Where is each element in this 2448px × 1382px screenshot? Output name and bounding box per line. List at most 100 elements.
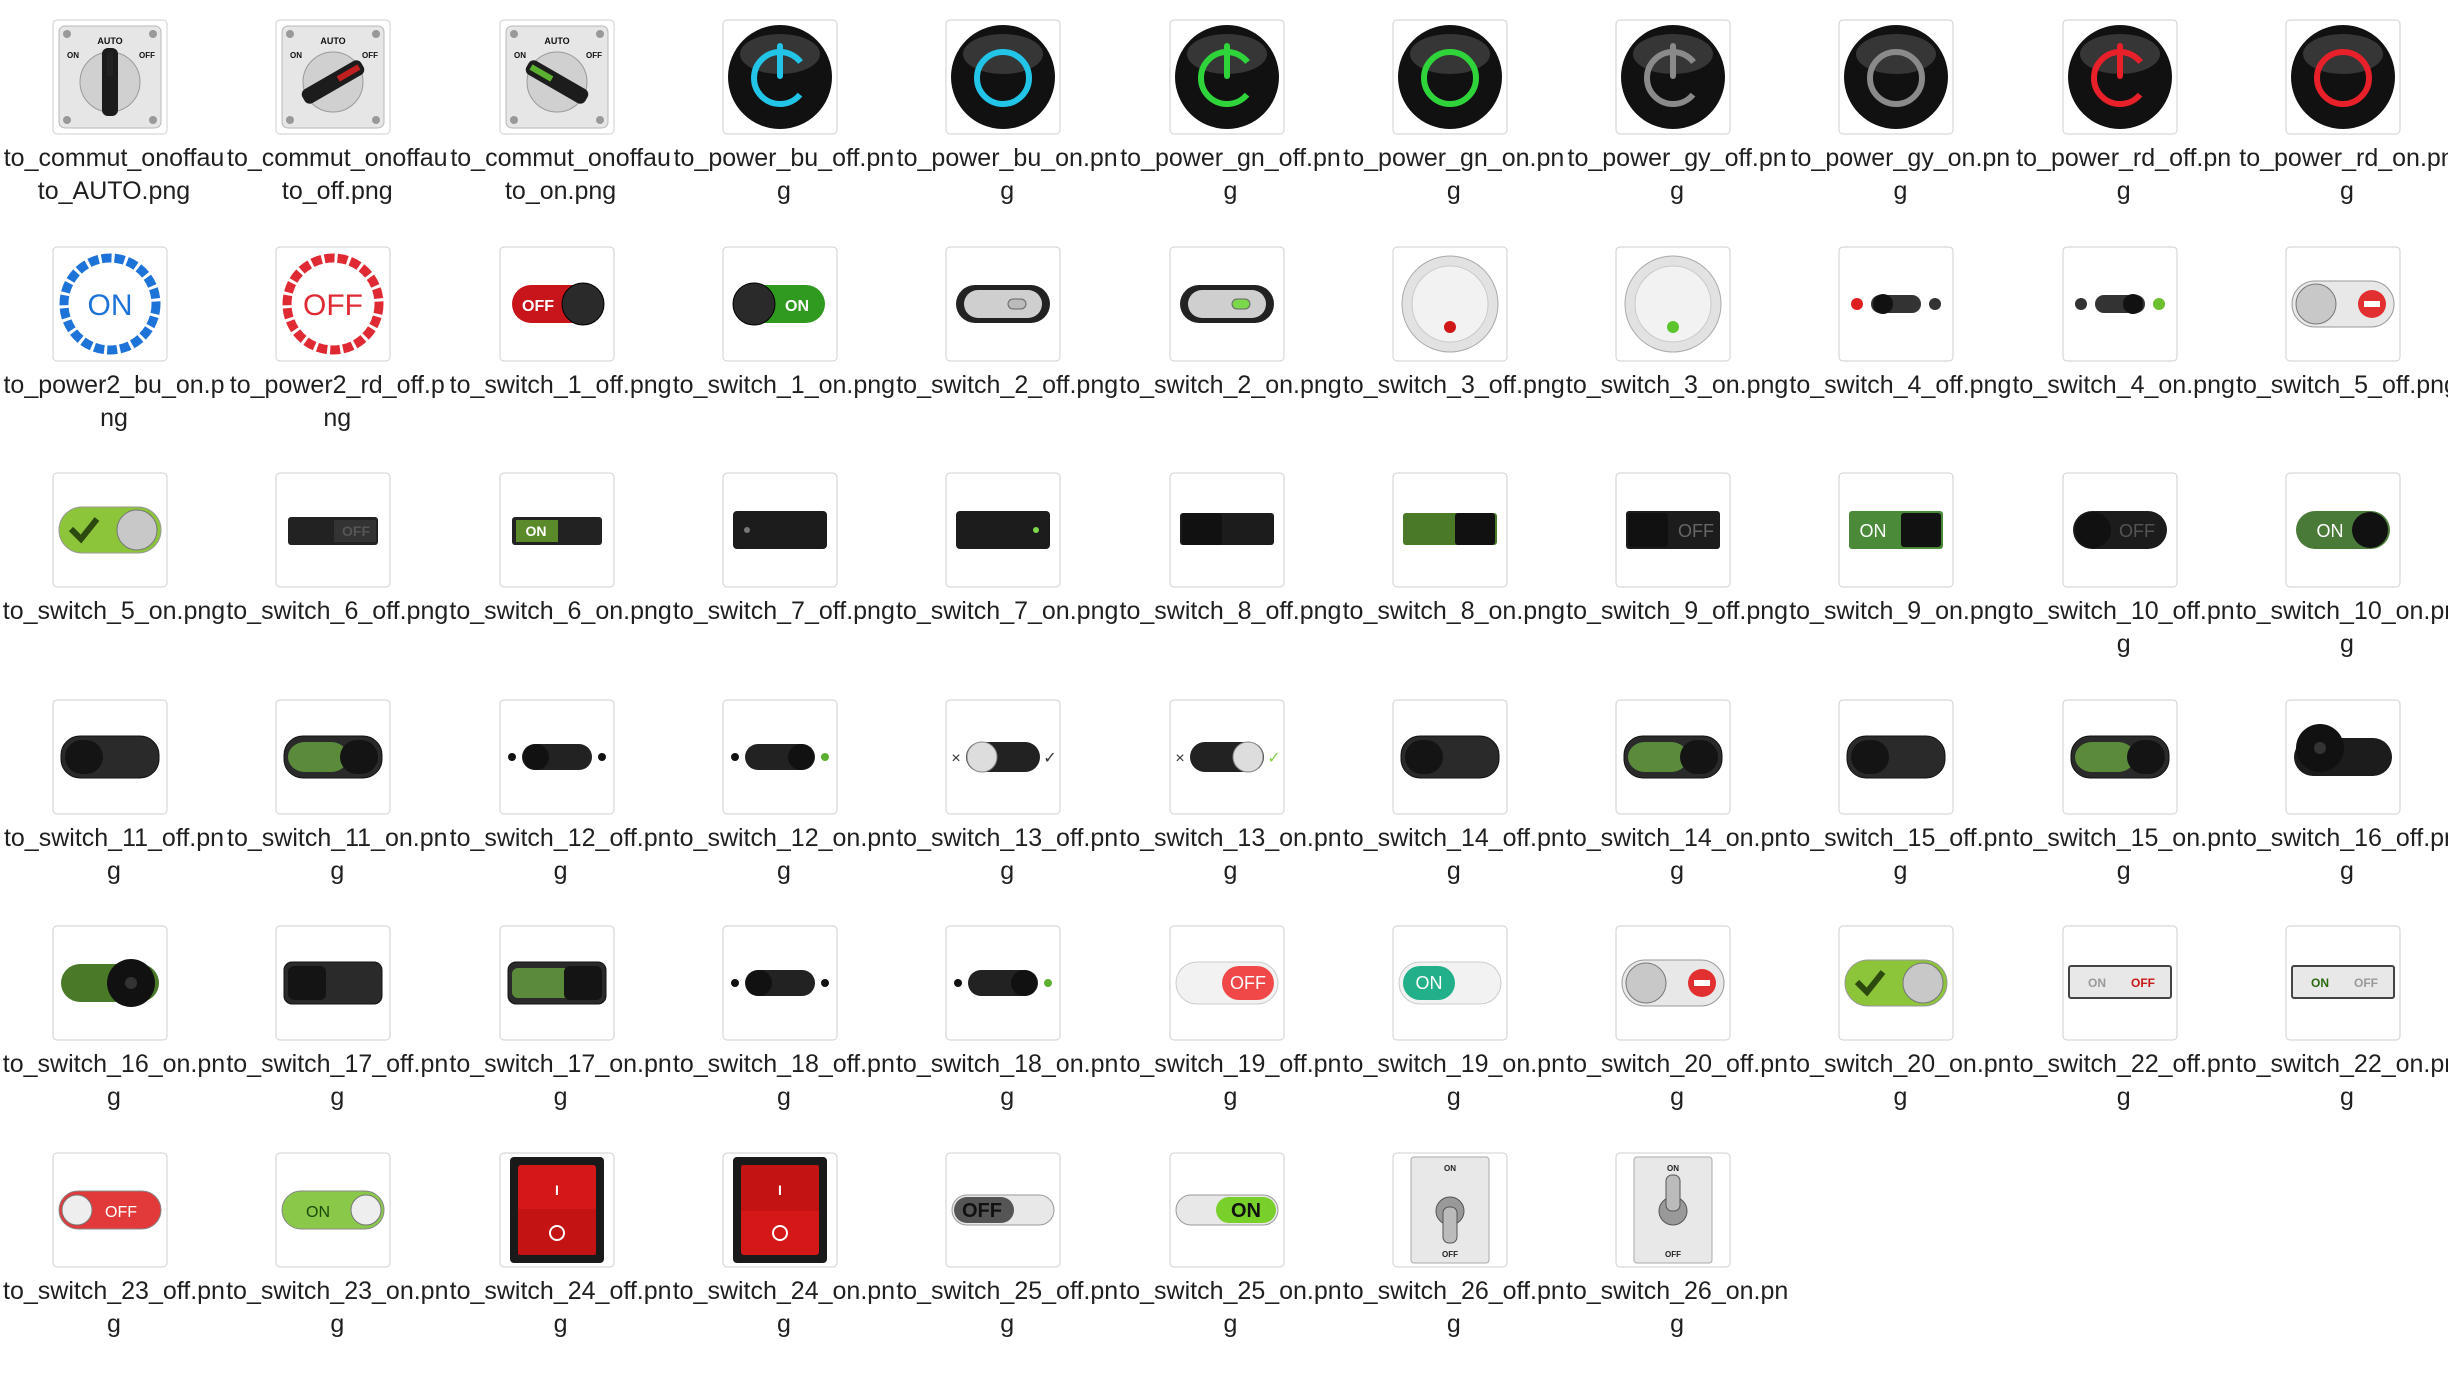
file-item[interactable]: to_switch_15_off.png xyxy=(1788,680,2012,906)
file-name: to_switch_18_on.png xyxy=(895,1050,1119,1111)
file-item[interactable]: AUTO ON OFF to_commut_onoffauto_on.png xyxy=(449,0,673,226)
svg-text:✓: ✓ xyxy=(1267,750,1280,767)
file-name: to_switch_16_off.png xyxy=(2236,823,2448,885)
file-item[interactable]: ON OFF to_switch_22_off.png xyxy=(2012,906,2236,1132)
file-item[interactable]: OFF to_switch_6_off.png xyxy=(225,453,449,679)
switch-22-off-icon: ON OFF xyxy=(2061,924,2179,1042)
file-item[interactable]: OFF to_power2_rd_off.png xyxy=(225,227,449,453)
file-item[interactable]: to_switch_8_off.png xyxy=(1119,453,1343,679)
switch-16-off-icon xyxy=(2284,698,2402,816)
svg-text:OFF: OFF xyxy=(105,1204,137,1221)
file-item[interactable]: to_switch_5_off.png xyxy=(2235,227,2448,453)
file-item[interactable]: ON OFF to_switch_26_on.png xyxy=(1565,1133,1789,1359)
file-item[interactable]: to_switch_3_off.png xyxy=(1342,227,1566,453)
switch-17-off-icon xyxy=(274,924,392,1042)
switch-5-off-icon xyxy=(2284,245,2402,363)
switch-5-on-icon xyxy=(51,471,169,589)
file-name: to_power_bu_on.png xyxy=(896,144,1118,205)
file-item[interactable]: to_switch_7_on.png xyxy=(895,453,1119,679)
file-item[interactable]: to_switch_18_on.png xyxy=(895,906,1119,1132)
switch-26-off-icon: ON OFF xyxy=(1391,1151,1509,1269)
file-item[interactable]: to_switch_2_on.png xyxy=(1119,227,1343,453)
file-name: to_switch_9_off.png xyxy=(1566,597,1789,625)
file-item[interactable]: to_switch_14_off.png xyxy=(1342,680,1566,906)
file-item[interactable]: ON to_switch_9_on.png xyxy=(1788,453,2012,679)
file-item[interactable]: ON to_switch_23_on.png xyxy=(225,1133,449,1359)
file-item[interactable]: ON to_switch_25_on.png xyxy=(1119,1133,1343,1359)
file-item[interactable]: to_power_rd_off.png xyxy=(2012,0,2236,226)
file-item[interactable]: to_power_rd_on.png xyxy=(2235,0,2448,226)
file-item[interactable]: to_switch_12_on.png xyxy=(672,680,896,906)
svg-text:I: I xyxy=(778,1182,782,1198)
file-name: to_switch_17_off.png xyxy=(226,1050,449,1111)
svg-text:OFF: OFF xyxy=(1442,1250,1458,1259)
file-name: to_switch_3_on.png xyxy=(1565,370,1789,399)
file-item[interactable]: to_switch_3_on.png xyxy=(1565,227,1789,453)
file-item[interactable]: to_switch_20_off.png xyxy=(1565,906,1789,1132)
svg-text:OFF: OFF xyxy=(362,51,378,60)
switch-20-off-icon xyxy=(1614,924,1732,1042)
file-item[interactable]: OFF to_switch_1_off.png xyxy=(449,227,673,453)
file-item[interactable]: to_switch_4_off.png xyxy=(1788,227,2012,453)
file-item[interactable]: OFF to_switch_25_off.png xyxy=(895,1133,1119,1359)
file-item[interactable]: ON to_switch_6_on.png xyxy=(449,453,673,679)
file-name: to_commut_onoffauto_AUTO.png xyxy=(3,144,225,205)
svg-text:OFF: OFF xyxy=(1678,521,1714,541)
svg-text:OFF: OFF xyxy=(342,523,370,539)
file-name: to_commut_onoffauto_on.png xyxy=(450,144,671,205)
file-name: to_switch_12_on.png xyxy=(672,823,896,885)
svg-text:OFF: OFF xyxy=(522,298,554,315)
file-name: to_switch_4_off.png xyxy=(1789,370,2012,399)
file-item[interactable]: ON OFF to_switch_26_off.png xyxy=(1342,1133,1566,1359)
file-item[interactable]: to_switch_17_on.png xyxy=(449,906,673,1132)
file-item[interactable]: to_power_gy_off.png xyxy=(1565,0,1789,226)
svg-text:ON: ON xyxy=(2317,521,2344,541)
file-item[interactable]: ON to_switch_10_on.png xyxy=(2235,453,2448,679)
file-item[interactable]: to_power_bu_off.png xyxy=(672,0,896,226)
file-item[interactable]: to_switch_11_off.png xyxy=(2,680,226,906)
file-item[interactable]: to_switch_12_off.png xyxy=(449,680,673,906)
file-item[interactable]: × ✓ to_switch_13_on.png xyxy=(1119,680,1343,906)
file-item[interactable]: to_switch_20_on.png xyxy=(1788,906,2012,1132)
file-name: to_switch_25_off.png xyxy=(896,1276,1119,1338)
power-green-off-icon xyxy=(1168,18,1286,136)
file-item[interactable]: to_switch_7_off.png xyxy=(672,453,896,679)
file-item[interactable]: to_power_gn_off.png xyxy=(1119,0,1343,226)
file-name: to_power_gy_on.png xyxy=(1790,144,2011,205)
file-item[interactable]: to_switch_8_on.png xyxy=(1342,453,1566,679)
file-item[interactable]: to_power_gn_on.png xyxy=(1342,0,1566,226)
file-item[interactable]: × ✓ to_switch_13_off.png xyxy=(895,680,1119,906)
file-item[interactable]: OFF to_switch_23_off.png xyxy=(2,1133,226,1359)
file-item[interactable]: to_power_bu_on.png xyxy=(895,0,1119,226)
file-item[interactable]: AUTO ON OFF to_commut_onoffauto_AUTO.png xyxy=(2,0,226,226)
file-item[interactable]: to_switch_18_off.png xyxy=(672,906,896,1132)
file-item[interactable]: ON to_switch_1_on.png xyxy=(672,227,896,453)
file-name: to_switch_5_off.png xyxy=(2236,370,2448,399)
file-item[interactable]: to_switch_2_off.png xyxy=(895,227,1119,453)
file-item[interactable]: OFF to_switch_9_off.png xyxy=(1565,453,1789,679)
file-item[interactable]: ON OFF to_switch_22_on.png xyxy=(2235,906,2448,1132)
file-item[interactable]: to_switch_16_off.png xyxy=(2235,680,2448,906)
file-item[interactable]: to_switch_5_on.png xyxy=(2,453,226,679)
file-item[interactable]: ON to_power2_bu_on.png xyxy=(2,227,226,453)
file-name: to_power_bu_off.png xyxy=(673,144,895,205)
file-name: to_switch_7_on.png xyxy=(895,597,1119,625)
file-item[interactable]: to_switch_14_on.png xyxy=(1565,680,1789,906)
power-red-on-icon xyxy=(2284,18,2402,136)
file-item[interactable]: OFF to_switch_10_off.png xyxy=(2012,453,2236,679)
file-item[interactable]: to_switch_11_on.png xyxy=(225,680,449,906)
file-item[interactable]: to_switch_15_on.png xyxy=(2012,680,2236,906)
file-item[interactable]: OFF to_switch_19_off.png xyxy=(1119,906,1343,1132)
file-item[interactable]: to_power_gy_on.png xyxy=(1788,0,2012,226)
switch-22-on-icon: ON OFF xyxy=(2284,924,2402,1042)
file-item[interactable]: to_switch_17_off.png xyxy=(225,906,449,1132)
file-name: to_switch_16_on.png xyxy=(2,1050,226,1111)
file-item[interactable]: to_switch_16_on.png xyxy=(2,906,226,1132)
file-item[interactable]: to_switch_4_on.png xyxy=(2012,227,2236,453)
file-name: to_switch_22_on.png xyxy=(2235,1050,2448,1111)
file-item[interactable]: ON to_switch_19_on.png xyxy=(1342,906,1566,1132)
file-item[interactable]: AUTO ON OFF to_commut_onoffauto_off.png xyxy=(225,0,449,226)
